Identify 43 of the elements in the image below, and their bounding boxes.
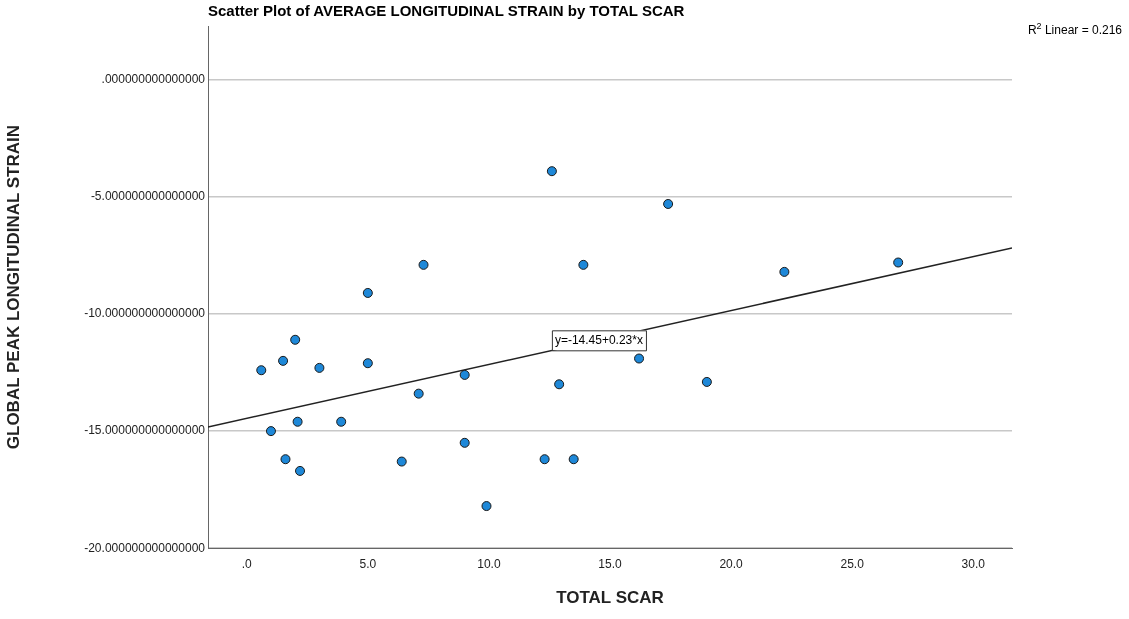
point — [278, 355, 289, 366]
point — [362, 358, 373, 369]
x-axis-title: TOTAL SCAR — [556, 588, 664, 608]
point — [893, 257, 904, 268]
point — [413, 388, 424, 399]
y-tick-label: -15.000000000000000 — [84, 423, 206, 438]
point — [481, 501, 492, 512]
point — [701, 376, 712, 387]
point — [292, 416, 303, 427]
y-tick-label: -5.000000000000000 — [90, 189, 206, 204]
point — [256, 365, 267, 376]
point — [396, 456, 407, 467]
point — [362, 287, 373, 298]
x-tick-label: 20.0 — [719, 556, 744, 571]
y-tick-label: -10.000000000000000 — [84, 306, 206, 321]
point — [578, 259, 589, 270]
point — [265, 426, 276, 437]
x-tick-label: 25.0 — [840, 556, 865, 571]
point — [779, 266, 790, 277]
point — [290, 334, 301, 345]
point — [418, 259, 429, 270]
point — [568, 454, 579, 465]
x-tick-label: .0 — [241, 556, 253, 571]
point — [634, 353, 645, 364]
point — [336, 416, 347, 427]
y-tick-label: -20.000000000000000 — [84, 540, 206, 555]
x-tick-label: 30.0 — [961, 556, 986, 571]
point — [459, 369, 470, 380]
point — [663, 198, 674, 209]
x-tick-label: 15.0 — [598, 556, 622, 571]
point — [314, 362, 325, 373]
x-tick-label: 5.0 — [359, 556, 377, 571]
point — [280, 454, 291, 465]
annotation: y=-14.45+0.23*x — [554, 332, 643, 347]
chart-title: Scatter Plot of AVERAGE LONGITUDINAL STRAIN by TOTAL SCAR — [208, 2, 685, 19]
point — [546, 166, 557, 177]
y-tick-label: .000000000000000 — [101, 72, 206, 87]
x-tick-label: 10.0 — [477, 556, 501, 571]
y-axis-title: GLOBAL PEAK LONGITUDINAL STRAIN — [3, 124, 23, 450]
point — [539, 454, 550, 465]
point — [295, 465, 306, 476]
point — [459, 437, 470, 448]
point — [554, 379, 565, 390]
